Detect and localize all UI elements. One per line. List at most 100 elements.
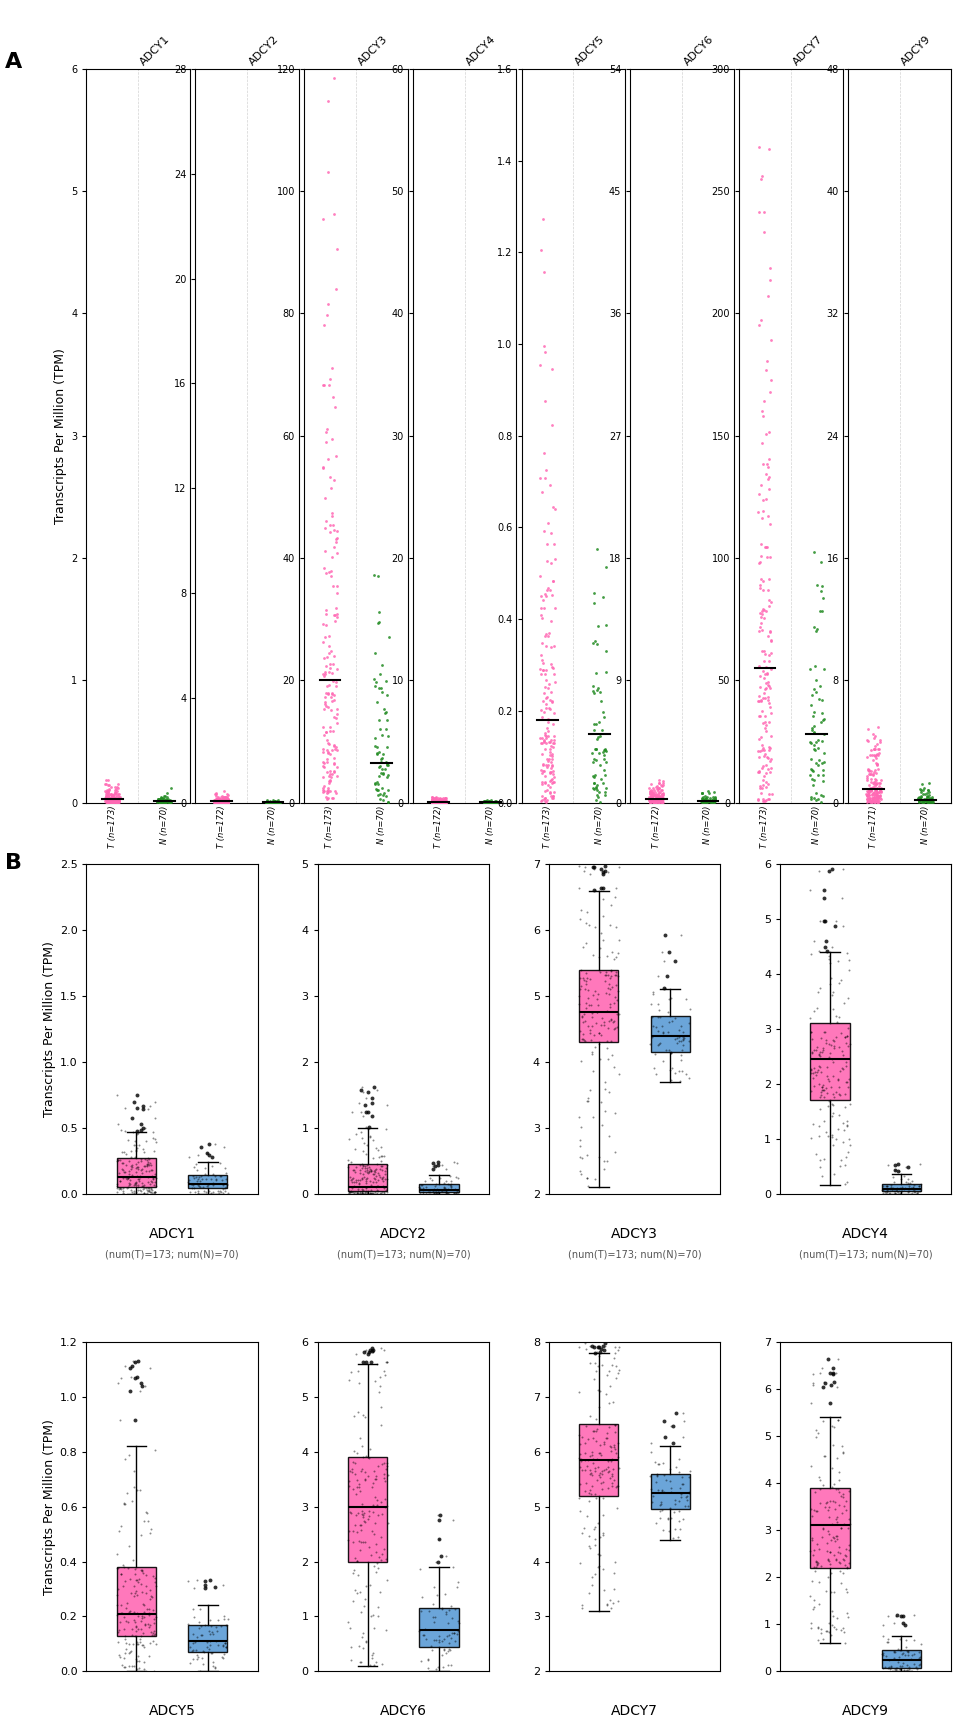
Point: [348, 1166, 363, 1194]
Point: [752, 572, 767, 600]
Point: [586, 853, 602, 880]
Point: [752, 743, 767, 770]
Point: [863, 756, 878, 784]
Point: [803, 1056, 819, 1084]
Point: [818, 1029, 833, 1056]
Point: [330, 700, 345, 727]
Point: [135, 1578, 150, 1606]
Point: [655, 787, 671, 815]
Point: [361, 1533, 377, 1561]
Point: [217, 1628, 233, 1656]
Point: [430, 787, 445, 815]
Point: [111, 784, 127, 812]
Point: [879, 1628, 895, 1656]
Point: [607, 1015, 623, 1042]
Point: [109, 787, 124, 815]
Point: [815, 700, 830, 727]
Point: [913, 779, 928, 806]
Point: [866, 787, 881, 815]
Point: [376, 1163, 391, 1191]
Point: [123, 1153, 138, 1180]
Point: [134, 1110, 149, 1137]
Point: [341, 1471, 357, 1499]
Point: [143, 1179, 159, 1206]
Point: [377, 1358, 392, 1385]
Point: [842, 1506, 857, 1533]
Point: [367, 1156, 382, 1184]
Point: [905, 1175, 921, 1203]
Point: [803, 1123, 819, 1151]
Point: [545, 744, 560, 772]
Point: [329, 276, 344, 303]
Point: [915, 787, 930, 815]
Point: [534, 770, 550, 798]
Point: [114, 1163, 130, 1191]
Point: [143, 1156, 159, 1184]
Point: [263, 787, 279, 815]
Point: [436, 1173, 452, 1201]
Point: [217, 1154, 233, 1182]
Point: [860, 787, 875, 815]
Point: [411, 1173, 427, 1201]
Point: [752, 198, 767, 226]
Point: [353, 1649, 368, 1676]
Point: [831, 1003, 847, 1030]
Point: [913, 782, 928, 810]
Point: [438, 1542, 454, 1570]
Point: [366, 1161, 382, 1189]
Point: [218, 1160, 234, 1187]
Point: [137, 1153, 153, 1180]
Point: [654, 1013, 670, 1041]
Point: [803, 1452, 819, 1480]
Point: [431, 787, 447, 815]
Point: [572, 1485, 587, 1513]
Point: [110, 1170, 125, 1197]
Point: [859, 777, 875, 805]
Point: [648, 782, 663, 810]
Point: [215, 784, 231, 812]
Point: [145, 1168, 160, 1196]
Point: [375, 679, 390, 706]
Point: [588, 1484, 604, 1511]
Point: [368, 1465, 383, 1492]
Point: [421, 1597, 436, 1625]
Point: [872, 775, 887, 803]
Point: [587, 877, 603, 905]
Point: [643, 777, 658, 805]
Point: [103, 789, 118, 817]
Point: [112, 1406, 128, 1434]
Point: [806, 720, 822, 748]
Point: [116, 1489, 132, 1516]
Point: [579, 994, 594, 1022]
Point: [361, 1158, 377, 1185]
Point: [344, 1175, 359, 1203]
Point: [578, 989, 593, 1017]
Text: ADCY4: ADCY4: [843, 1227, 889, 1241]
Point: [186, 1165, 202, 1192]
Point: [348, 1340, 363, 1368]
Point: [754, 162, 770, 190]
Point: [372, 1154, 387, 1182]
Point: [487, 787, 503, 815]
Point: [807, 651, 823, 679]
Point: [587, 1532, 603, 1559]
Point: [860, 756, 875, 784]
Point: [217, 789, 233, 817]
Point: [434, 1628, 450, 1656]
Point: [536, 679, 552, 706]
Point: [130, 1148, 145, 1175]
Point: [438, 1179, 454, 1206]
Point: [596, 737, 611, 765]
Point: [413, 1172, 429, 1199]
Point: [350, 1466, 365, 1494]
Point: [368, 1539, 383, 1566]
Point: [646, 782, 661, 810]
Point: [126, 1573, 141, 1601]
Point: [803, 941, 819, 968]
Point: [182, 1144, 197, 1172]
Point: [801, 762, 817, 789]
Point: [537, 672, 553, 700]
Point: [356, 1347, 371, 1375]
Point: [215, 787, 231, 815]
Point: [837, 1540, 852, 1568]
